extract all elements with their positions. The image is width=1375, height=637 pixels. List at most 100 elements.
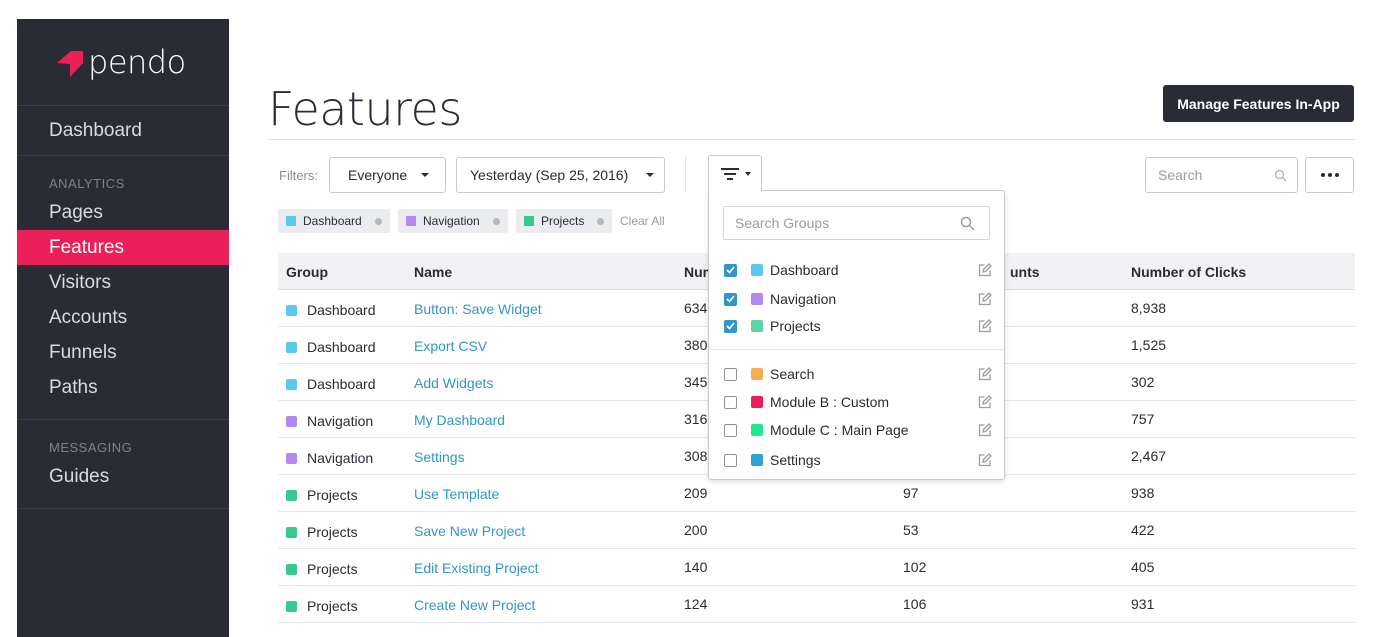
filter-icon: [721, 167, 739, 180]
logo[interactable]: pendo: [17, 19, 229, 106]
checkbox-unchecked[interactable]: [724, 453, 737, 467]
search-field[interactable]: [1145, 157, 1298, 193]
edit-icon[interactable]: [978, 319, 992, 333]
sidebar-item-pages[interactable]: Pages: [49, 201, 103, 223]
feature-name-link[interactable]: Edit Existing Project: [414, 560, 539, 576]
group-cell: Projects: [286, 524, 358, 540]
checkbox-checked[interactable]: [724, 292, 737, 306]
feature-name-link[interactable]: Use Template: [414, 486, 500, 502]
clicks-value: 931: [1131, 596, 1155, 612]
sidebar-section-analytics: ANALYTICS Pages Features Visitors Accoun…: [17, 156, 229, 420]
group-name: Navigation: [307, 413, 374, 429]
clicks-value: 422: [1131, 522, 1155, 538]
column-header-group[interactable]: Group: [286, 264, 328, 280]
edit-icon[interactable]: [978, 263, 992, 277]
group-name: Projects: [307, 598, 358, 614]
group-name: Projects: [307, 487, 358, 503]
group-search-field[interactable]: [723, 206, 990, 240]
feature-name-link[interactable]: Button: Save Widget: [414, 301, 542, 317]
group-option-navigation[interactable]: Navigation: [724, 289, 992, 309]
feature-name-link[interactable]: Create New Project: [414, 597, 536, 613]
clear-all-link[interactable]: Clear All: [620, 214, 665, 228]
edit-icon[interactable]: [978, 423, 992, 437]
group-name: Dashboard: [307, 376, 376, 392]
remove-chip-icon[interactable]: [597, 217, 605, 225]
feature-name-link[interactable]: Export CSV: [414, 338, 488, 354]
group-filter-button[interactable]: [708, 155, 762, 191]
sidebar-item-funnels[interactable]: Funnels: [49, 341, 117, 363]
edit-icon[interactable]: [978, 395, 992, 409]
group-name: Navigation: [307, 450, 374, 466]
group-option-module-c[interactable]: Module C : Main Page: [724, 420, 992, 440]
group-cell: Projects: [286, 561, 358, 577]
feature-name-link[interactable]: My Dashboard: [414, 412, 506, 428]
accounts-value: 106: [903, 596, 927, 612]
sidebar-item-dashboard[interactable]: Dashboard: [17, 106, 229, 156]
pendo-logo-icon: [57, 51, 83, 77]
group-name: Projects: [307, 524, 358, 540]
group-option-settings[interactable]: Settings: [724, 450, 992, 470]
visitors-value: 308: [684, 448, 708, 464]
brand-name: pendo: [88, 43, 186, 81]
search-input[interactable]: [1158, 167, 1268, 183]
feature-name-link[interactable]: Save New Project: [414, 523, 526, 539]
color-swatch: [751, 293, 763, 305]
date-range-dropdown[interactable]: Yesterday (Sep 25, 2016): [456, 157, 665, 193]
more-options-button[interactable]: [1305, 157, 1354, 193]
group-options-divider: [709, 349, 1004, 350]
page-title: Features: [268, 82, 462, 136]
column-header-clicks[interactable]: Number of Clicks: [1131, 264, 1247, 280]
group-cell: Dashboard: [286, 339, 376, 355]
group-search-input[interactable]: [735, 215, 945, 231]
group-cell: Projects: [286, 487, 358, 503]
color-swatch: [751, 396, 763, 408]
checkbox-checked[interactable]: [724, 319, 737, 333]
chip-label: Navigation: [423, 214, 480, 228]
color-swatch: [286, 452, 297, 464]
checkbox-unchecked[interactable]: [724, 395, 737, 409]
color-swatch: [286, 378, 297, 390]
visitors-value: 380: [684, 337, 708, 353]
header-divider: [268, 139, 1355, 140]
group-filter-dropdown: Dashboard Navigation Projects Search Mod…: [708, 190, 1005, 480]
feature-name-link[interactable]: Add Widgets: [414, 375, 494, 391]
remove-chip-icon[interactable]: [374, 217, 382, 225]
sidebar-item-features[interactable]: Features: [17, 230, 229, 265]
sidebar-item-guides[interactable]: Guides: [49, 465, 110, 487]
group-option-label: Navigation: [770, 291, 837, 307]
column-header-name[interactable]: Name: [414, 264, 453, 280]
manage-features-button[interactable]: Manage Features In-App: [1163, 85, 1354, 122]
search-icon: [960, 216, 975, 231]
sidebar-item-accounts[interactable]: Accounts: [49, 306, 128, 328]
color-swatch: [286, 341, 297, 353]
checkbox-checked[interactable]: [724, 263, 737, 277]
color-swatch: [286, 563, 297, 575]
filter-divider: [685, 157, 686, 193]
more-icon: [1334, 173, 1339, 177]
visitors-value: 634: [684, 300, 708, 316]
group-option-label: Settings: [770, 452, 821, 468]
sidebar-section-messaging: MESSAGING Guides: [17, 420, 229, 509]
group-cell: Dashboard: [286, 376, 376, 392]
sidebar-item-visitors[interactable]: Visitors: [49, 271, 111, 293]
group-option-module-b[interactable]: Module B : Custom: [724, 392, 992, 412]
edit-icon[interactable]: [978, 453, 992, 467]
column-header-visitors[interactable]: Num: [684, 264, 716, 280]
feature-name-link[interactable]: Settings: [414, 449, 465, 465]
segment-dropdown[interactable]: Everyone: [329, 157, 446, 193]
chip-label: Projects: [541, 214, 585, 228]
column-header-accounts[interactable]: unts: [1010, 264, 1040, 280]
sidebar-item-paths[interactable]: Paths: [49, 376, 98, 398]
remove-chip-icon[interactable]: [492, 217, 500, 225]
caret-down-icon: [421, 173, 430, 177]
group-option-projects[interactable]: Projects: [724, 316, 992, 336]
clicks-value: 757: [1131, 411, 1155, 427]
group-option-search[interactable]: Search: [724, 364, 992, 384]
checkbox-unchecked[interactable]: [724, 367, 737, 381]
edit-icon[interactable]: [978, 367, 992, 381]
visitors-value: 200: [684, 522, 708, 538]
group-option-dashboard[interactable]: Dashboard: [724, 260, 992, 280]
edit-icon[interactable]: [978, 292, 992, 306]
checkbox-unchecked[interactable]: [724, 423, 737, 437]
group-name: Projects: [307, 561, 358, 577]
